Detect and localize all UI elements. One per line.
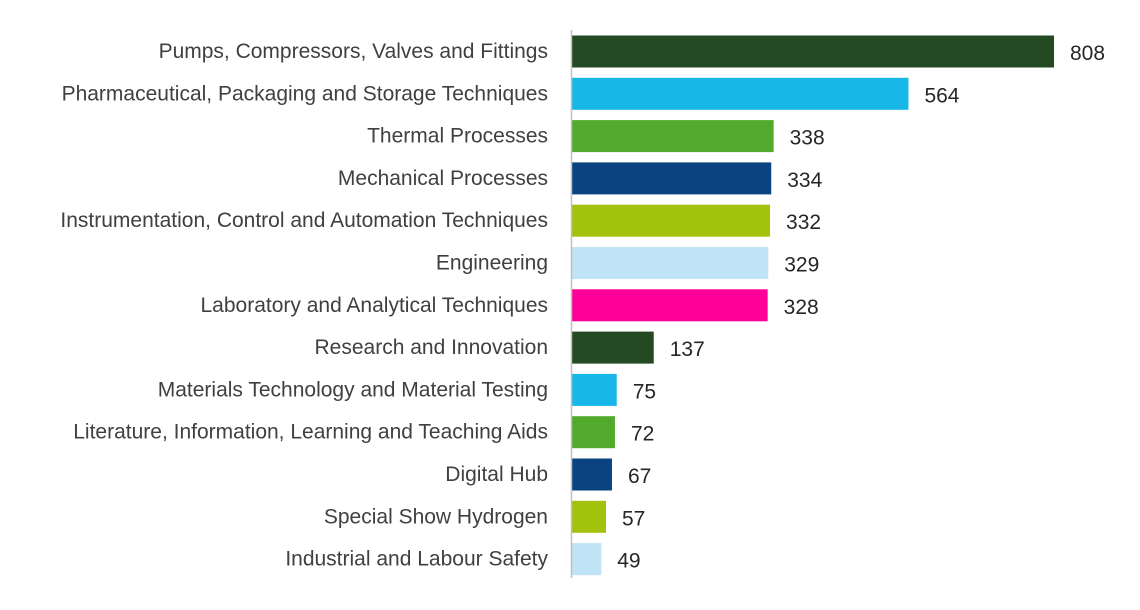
bar-7 [572, 289, 768, 322]
category-label-8: Research and Innovation [315, 336, 549, 359]
bar-3 [572, 120, 774, 153]
bar-8 [572, 331, 654, 364]
bar-2 [572, 77, 909, 110]
value-label-4: 334 [787, 169, 822, 192]
bar-9 [572, 373, 617, 406]
value-label-5: 332 [786, 211, 821, 234]
category-label-3: Thermal Processes [367, 125, 548, 148]
value-label-10: 72 [631, 423, 654, 446]
value-label-12: 57 [622, 507, 645, 530]
value-label-2: 564 [924, 84, 959, 107]
bars-group [572, 35, 1054, 576]
category-label-11: Digital Hub [445, 463, 548, 486]
category-label-1: Pumps, Compressors, Valves and Fittings [159, 40, 548, 63]
bar-11 [572, 458, 612, 491]
category-label-13: Industrial and Labour Safety [285, 548, 548, 571]
value-label-13: 49 [617, 550, 640, 573]
bar-4 [572, 162, 772, 195]
value-label-6: 329 [784, 254, 819, 277]
category-label-10: Literature, Information, Learning and Te… [73, 421, 548, 444]
value-labels-group: 808 564 338 334 332 329 328 137 75 72 67 57 49 [617, 42, 1105, 573]
bar-12 [572, 500, 607, 533]
category-label-7: Laboratory and Analytical Techniques [200, 294, 548, 317]
value-label-3: 338 [790, 127, 825, 150]
category-label-5: Instrumentation, Control and Automation … [60, 209, 548, 232]
category-label-6: Engineering [436, 252, 548, 275]
category-label-2: Pharmaceutical, Packaging and Storage Te… [62, 82, 548, 105]
bar-1 [572, 35, 1054, 68]
bar-6 [572, 247, 769, 279]
category-label-4: Mechanical Processes [338, 167, 548, 190]
value-label-9: 75 [633, 380, 656, 403]
category-labels-group: Pumps, Compressors, Valves and Fittings P… [60, 40, 548, 571]
value-label-11: 67 [628, 465, 651, 488]
value-label-1: 808 [1070, 42, 1105, 65]
bar-5 [572, 204, 771, 237]
category-label-12: Special Show Hydrogen [324, 505, 548, 528]
value-label-7: 328 [784, 296, 819, 319]
bar-13 [572, 543, 602, 576]
value-label-8: 137 [670, 338, 705, 361]
category-label-9: Materials Technology and Material Testin… [158, 378, 548, 401]
bar-10 [572, 416, 615, 449]
